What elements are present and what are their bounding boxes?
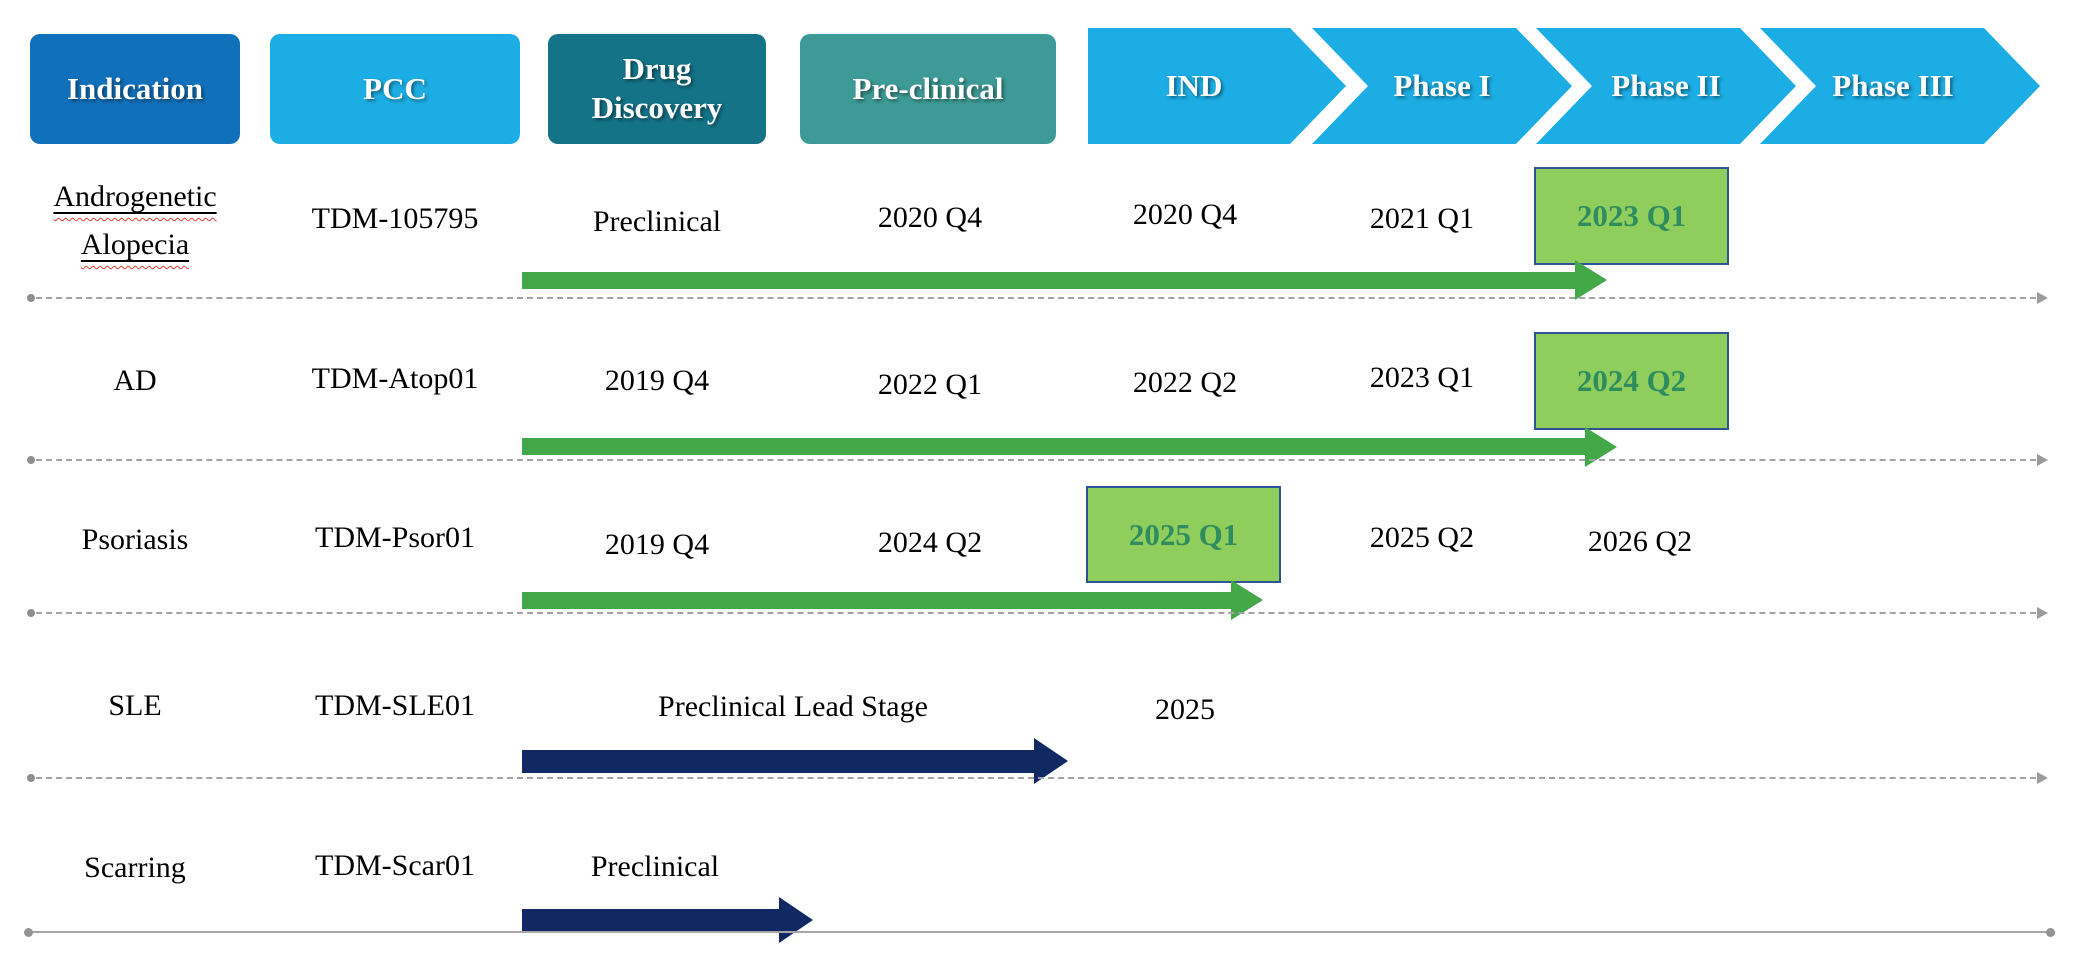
milestone-cell-pre-clinical: 2022 Q1	[877, 368, 983, 401]
indication-text-line2: Alopecia	[80, 228, 190, 261]
indication-cell: SLE	[108, 689, 162, 722]
header-chip-pre-clinical-label: Pre-clinical	[852, 70, 1004, 106]
pcc-cell: TDM-Psor01	[314, 521, 476, 554]
header-chip-indication: Indication	[30, 34, 240, 144]
header-chip-pre-clinical: Pre-clinical	[800, 34, 1056, 144]
row-separator	[27, 292, 2048, 304]
row-separator	[27, 607, 2048, 619]
bottom-baseline	[24, 928, 2055, 937]
pcc-cell: TDM-SLE01	[315, 689, 475, 722]
separator-start-dot-icon	[27, 609, 35, 617]
phase-chevron-phase-1: Phase I	[1312, 28, 1572, 144]
milestone-highlight-box: 2025 Q1	[1086, 486, 1281, 583]
timeline-arrow-green-head-icon	[1575, 260, 1607, 300]
phase-chevron-phase-3: Phase III	[1760, 28, 2040, 144]
phase-chevron-ind: IND	[1088, 28, 1346, 144]
separator-end-arrow-icon	[2037, 454, 2048, 466]
timeline-arrow-green-head-icon	[1585, 427, 1617, 467]
phase-chevron-ind-label: IND	[1165, 68, 1223, 103]
row-separator	[27, 454, 2048, 466]
milestone-cell-phase-1: 2021 Q1	[1369, 202, 1475, 235]
timeline-arrow-navy	[522, 909, 781, 932]
pcc-cell: TDM-Scar01	[315, 849, 475, 882]
header-chip-drug-discovery: Drug Discovery	[548, 34, 766, 144]
milestone-cell-phase-2: 2026 Q2	[1587, 525, 1693, 558]
milestone-cell-ind: 2025	[1155, 693, 1215, 726]
indication-cell: Psoriasis	[81, 523, 189, 556]
milestone-highlight-box: 2023 Q1	[1534, 167, 1729, 265]
header-chip-drug-discovery-label: Drug Discovery	[591, 51, 723, 125]
baseline-start-dot-icon	[24, 928, 33, 937]
phase-chevron-phase-2-label: Phase II	[1611, 68, 1721, 103]
timeline-arrow-green	[522, 272, 1577, 289]
milestone-cell-phase-1: 2023 Q1	[1369, 361, 1475, 394]
milestone-cell-drug-discovery: 2019 Q4	[604, 364, 710, 397]
milestone-cell-drug-discovery: 2019 Q4	[604, 528, 710, 561]
timeline-arrow-green	[522, 438, 1587, 455]
indication-cell: AD	[113, 364, 157, 397]
baseline-end-dot-icon	[2046, 928, 2055, 937]
phase-chevron-phase-1-label: Phase I	[1393, 68, 1491, 103]
separator-start-dot-icon	[27, 456, 35, 464]
milestone-highlight-label: 2024 Q2	[1576, 363, 1687, 398]
header-chip-pcc: PCC	[270, 34, 520, 144]
timeline-arrow-green	[522, 592, 1233, 609]
separator-end-arrow-icon	[2037, 607, 2048, 619]
milestone-cell-ind: 2022 Q2	[1132, 366, 1238, 399]
separator-start-dot-icon	[27, 774, 35, 782]
milestone-highlight-label: 2025 Q1	[1128, 516, 1239, 552]
header-chip-indication-label: Indication	[66, 70, 204, 106]
phase-chevron-phase-3-label: Phase III	[1832, 68, 1954, 103]
milestone-cell-phase-1: 2025 Q2	[1369, 521, 1475, 554]
milestone-cell-drug-discovery: Preclinical	[592, 205, 722, 238]
separator-end-arrow-icon	[2037, 772, 2048, 784]
timeline-arrow-navy-head-icon	[779, 897, 813, 943]
indication-text-line1: Androgenetic	[53, 180, 217, 213]
milestone-highlight-box: 2024 Q2	[1534, 332, 1729, 430]
timeline-arrow-green-head-icon	[1231, 580, 1263, 620]
milestone-cell-pre-clinical: 2020 Q4	[877, 201, 983, 234]
milestone-highlight-label: 2023 Q1	[1576, 198, 1687, 233]
separator-end-arrow-icon	[2037, 292, 2048, 304]
indication-cell: Androgenetic Alopecia	[53, 173, 216, 269]
timeline-arrow-navy	[522, 750, 1036, 773]
separator-start-dot-icon	[27, 294, 35, 302]
header-chip-pcc-label: PCC	[363, 70, 427, 106]
milestone-cell-pre-clinical: 2024 Q2	[877, 526, 983, 559]
pcc-cell: TDM-Atop01	[311, 362, 479, 395]
timeline-arrow-navy-head-icon	[1034, 738, 1068, 784]
milestone-cell-stage-note: Preclinical Lead Stage	[658, 690, 928, 723]
row-separator	[27, 772, 2048, 784]
milestone-cell-ind: 2020 Q4	[1132, 198, 1238, 231]
milestone-cell-drug-discovery: Preclinical	[590, 850, 720, 883]
indication-cell: Scarring	[84, 851, 186, 884]
pcc-cell: TDM-105795	[311, 202, 479, 235]
phase-chevron-phase-2: Phase II	[1536, 28, 1796, 144]
